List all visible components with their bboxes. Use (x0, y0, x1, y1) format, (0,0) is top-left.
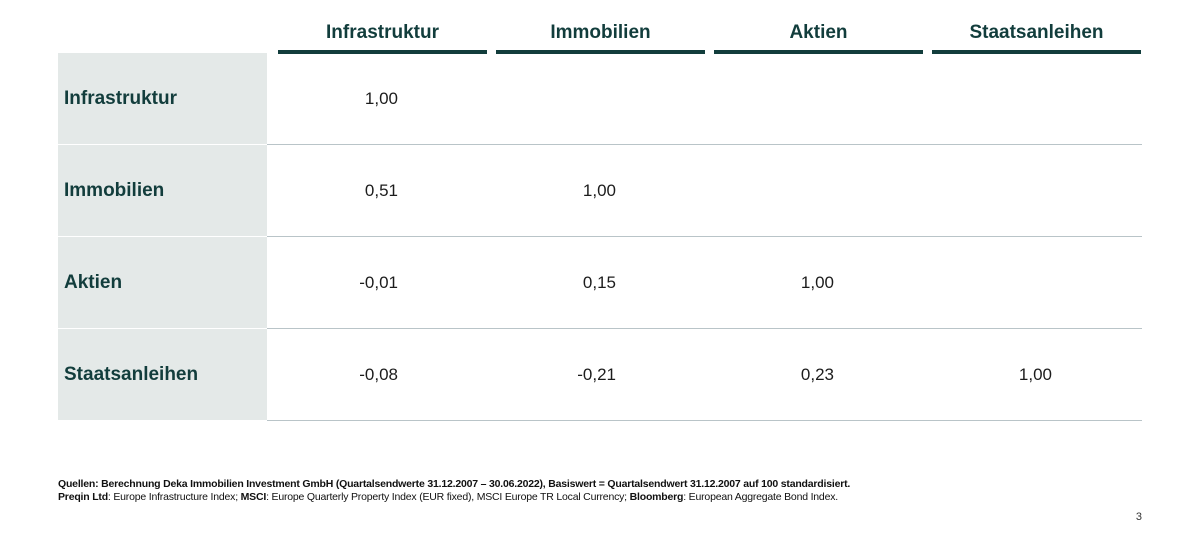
footnote-source-name: MSCI (240, 491, 267, 503)
row-label-background (58, 329, 267, 420)
row-label: Immobilien (64, 180, 165, 201)
footnote-index-sources: Preqin Ltd: Europe Infrastructure Index;… (58, 491, 1148, 504)
table-cell: -0,01 (359, 273, 398, 292)
row-divider (267, 236, 1142, 237)
table-cell: 1,00 (800, 273, 834, 292)
table-cell: -0,21 (577, 365, 616, 384)
row-divider (267, 144, 1142, 145)
footnote-source-name: Preqin Ltd (58, 491, 108, 503)
footnote-source-text: : Europe Quarterly Property Index (EUR f… (266, 491, 630, 503)
row-label: Aktien (64, 272, 123, 293)
table-cell: -0,08 (359, 365, 398, 384)
row-label-background (58, 145, 267, 236)
footnote-source-text: : European Aggregate Bond Index. (683, 491, 838, 503)
footnote-source-name: Bloomberg (629, 491, 684, 503)
table-cell: 1,00 (1018, 365, 1052, 384)
table-cell: 0,51 (364, 181, 398, 200)
footnote: Quellen: Berechnung Deka Immobilien Inve… (58, 478, 1148, 504)
table-cell: 0,23 (800, 365, 834, 384)
column-header: Staatsanleihen (932, 18, 1141, 54)
table-cell: 1,00 (582, 181, 616, 200)
row-label-background (58, 237, 267, 328)
table-cell: 1,00 (364, 89, 398, 108)
table-cell: 0,15 (582, 273, 616, 292)
row-divider (267, 328, 1142, 329)
column-header: Immobilien (496, 18, 705, 54)
row-label-background (58, 53, 267, 144)
row-label: Infrastruktur (64, 88, 177, 109)
column-header: Aktien (714, 18, 923, 54)
column-header: Infrastruktur (278, 18, 487, 54)
page-number: 3 (1135, 511, 1142, 523)
row-label: Staatsanleihen (64, 364, 199, 385)
footnote-sources: Quellen: Berechnung Deka Immobilien Inve… (58, 478, 851, 490)
row-divider (267, 420, 1142, 421)
footnote-source-text: : Europe Infrastructure Index; (107, 491, 241, 503)
